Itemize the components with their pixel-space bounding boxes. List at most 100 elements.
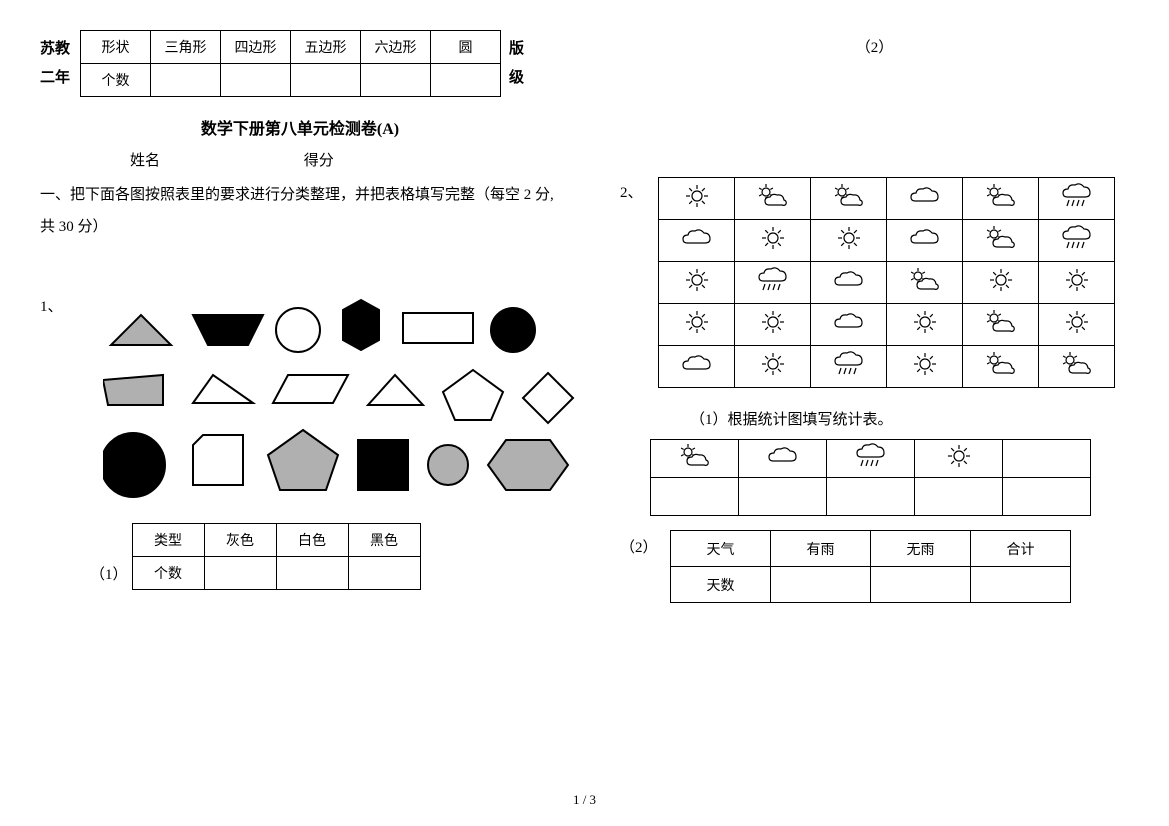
blank-cell[interactable] <box>348 557 420 590</box>
q2-paren-2: （2） <box>620 536 670 603</box>
cell: 四边形 <box>221 31 291 64</box>
weather-stat-table <box>650 439 1091 516</box>
blank-cell[interactable] <box>871 567 971 603</box>
table-row <box>651 440 1091 478</box>
weather-cell <box>735 220 811 262</box>
table-row <box>659 220 1115 262</box>
name-score-line: 姓名 得分 <box>130 149 560 170</box>
table-row <box>659 262 1115 304</box>
shape-trapezoid-icon <box>193 315 263 345</box>
rain-icon <box>751 265 795 295</box>
weather-cell <box>887 220 963 262</box>
weather-stat-head-cell <box>739 440 827 478</box>
shape-circle-icon <box>276 308 320 352</box>
sun-icon <box>903 307 947 337</box>
shape-circle-icon <box>491 308 535 352</box>
sun-icon <box>1055 307 1099 337</box>
shape-triangle-icon <box>111 315 171 345</box>
weather-cell <box>887 346 963 388</box>
weather-cell <box>811 346 887 388</box>
cell: 六边形 <box>361 31 431 64</box>
table-row: 形状 三角形 四边形 五边形 六边形 圆 <box>81 31 501 64</box>
blank-cell[interactable] <box>151 64 221 97</box>
cloud-icon <box>903 181 947 211</box>
cell: 形状 <box>81 31 151 64</box>
weather-cell <box>1039 262 1115 304</box>
shape-pent-cut-icon <box>193 435 243 485</box>
table-row: 天气 有雨 无雨 合计 <box>671 531 1071 567</box>
blank-cell[interactable] <box>971 567 1071 603</box>
shape-parallelogram-icon <box>273 375 348 403</box>
cell: 白色 <box>276 524 348 557</box>
blank-cell[interactable] <box>291 64 361 97</box>
shape-circle-icon <box>103 433 165 497</box>
weather-stat-head-cell <box>827 440 915 478</box>
cell: 类型 <box>132 524 204 557</box>
sun-icon <box>751 307 795 337</box>
cell: 黑色 <box>348 524 420 557</box>
blank-cell[interactable] <box>276 557 348 590</box>
sun-icon <box>903 349 947 379</box>
shapes-svg <box>103 275 583 505</box>
shape-rect-icon <box>403 313 473 343</box>
shape-circle-icon <box>428 445 468 485</box>
cell: 灰色 <box>204 524 276 557</box>
blank-cell[interactable] <box>739 478 827 516</box>
shape-hexagon-icon <box>343 300 379 350</box>
weather-cell <box>811 178 887 220</box>
section-1-instruction: 一、把下面各图按照表里的要求进行分类整理，并把表格填写完整（每空 2 分,共 3… <box>40 180 560 243</box>
cloud-icon <box>827 265 871 295</box>
cloud-icon <box>675 349 719 379</box>
q2-number: 2、 <box>620 181 648 388</box>
table-row <box>659 304 1115 346</box>
sun-icon <box>979 265 1023 295</box>
q1-paren-1: （1） <box>90 563 128 584</box>
weather-cell <box>811 262 887 304</box>
blank-cell[interactable] <box>361 64 431 97</box>
blank-cell[interactable] <box>1003 478 1091 516</box>
partly-icon <box>827 181 871 211</box>
shape-triangle-icon <box>368 375 423 405</box>
weather-cell <box>659 220 735 262</box>
sun-icon <box>675 307 719 337</box>
sun-icon <box>751 223 795 253</box>
cloud-icon <box>827 307 871 337</box>
weather-cell <box>1039 178 1115 220</box>
page-title: 数学下册第八单元检测卷(A) <box>40 115 560 139</box>
publisher-top-right: 版 <box>509 35 549 64</box>
sun-icon <box>827 223 871 253</box>
weather-stat-head-cell <box>651 440 739 478</box>
shapes-diagram <box>103 275 583 525</box>
blank-cell[interactable] <box>651 478 739 516</box>
partly-icon <box>903 265 947 295</box>
table-row <box>651 478 1091 516</box>
q1-paren-2-top: （2） <box>620 36 1129 57</box>
q1-number: 1、 <box>40 295 63 525</box>
weather-cell <box>963 346 1039 388</box>
rain-classification-table: 天气 有雨 无雨 合计 天数 <box>670 530 1071 603</box>
blank-cell <box>1003 440 1091 478</box>
weather-cell <box>1039 220 1115 262</box>
blank-cell[interactable] <box>915 478 1003 516</box>
blank-cell[interactable] <box>431 64 501 97</box>
cell: 天数 <box>671 567 771 603</box>
weather-cell <box>735 346 811 388</box>
publisher-bottom-left: 二年 <box>40 64 80 93</box>
weather-cell <box>659 178 735 220</box>
weather-cell <box>659 262 735 304</box>
weather-cell <box>659 346 735 388</box>
blank-cell[interactable] <box>827 478 915 516</box>
blank-cell[interactable] <box>204 557 276 590</box>
table-row: 个数 <box>132 557 420 590</box>
blank-cell[interactable] <box>771 567 871 603</box>
weather-stat-head-cell <box>915 440 1003 478</box>
header-row: 苏教 二年 形状 三角形 四边形 五边形 六边形 圆 个数 <box>40 30 560 97</box>
weather-cell <box>963 304 1039 346</box>
shape-pentagon-icon <box>443 370 503 420</box>
publisher-bottom-right: 级 <box>509 64 549 93</box>
table-row: 个数 <box>81 64 501 97</box>
table-row: 天数 <box>671 567 1071 603</box>
rain-icon <box>849 441 893 471</box>
partly-icon <box>979 181 1023 211</box>
blank-cell[interactable] <box>221 64 291 97</box>
